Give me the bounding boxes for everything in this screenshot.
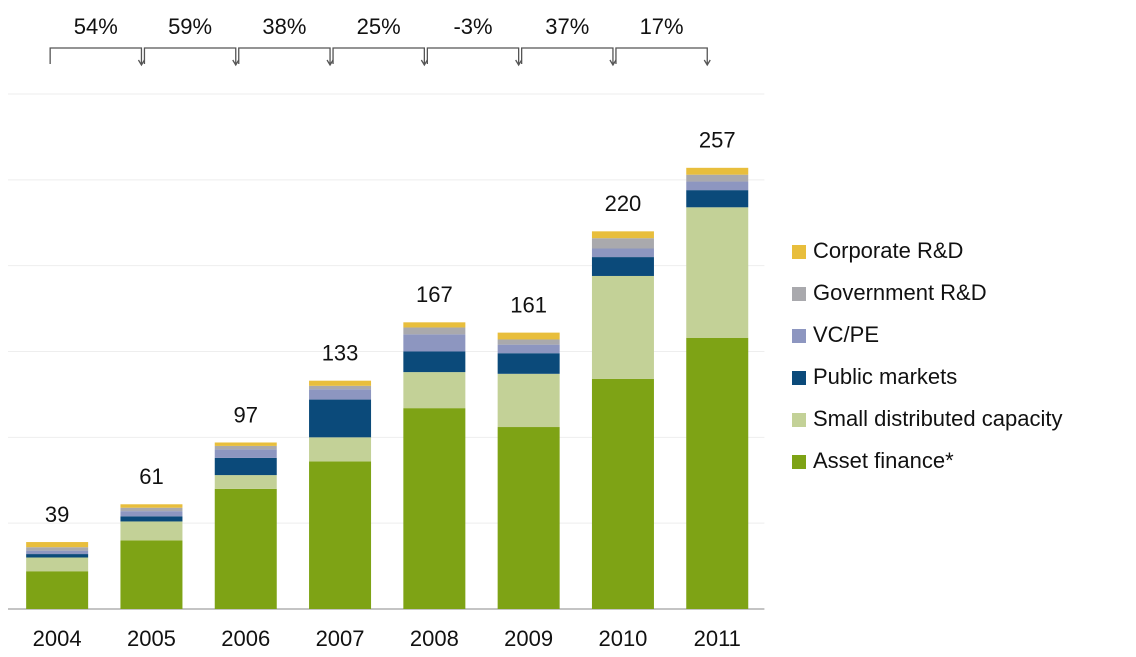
bar-segment [309,389,372,400]
x-tick-label: 2004 [33,626,82,651]
bar-segment [591,248,654,258]
bar-segment [26,557,89,572]
growth-bracket [426,47,523,67]
bar-segment [591,257,654,276]
total-label: 257 [699,128,736,153]
bar-segment [403,327,466,335]
bar-segment [214,449,277,458]
bar-segment [403,351,466,373]
bar-segment [686,174,749,182]
bar-segment [120,511,183,517]
bar-segment [309,399,372,438]
total-label: 220 [605,191,642,216]
x-tick-label: 2008 [410,626,459,651]
growth-bracket [332,47,428,67]
growth-label: -3% [453,14,492,39]
bar-segment [497,344,560,354]
growth-bracket [615,47,711,67]
bar-segment [26,550,89,555]
x-tick-label: 2007 [316,626,365,651]
bar-segment [591,378,654,609]
legend-swatch [792,413,806,427]
bar-segment [403,408,466,609]
growth-label: 38% [262,14,306,39]
bar-segment [686,190,749,208]
bar-segment [497,339,560,345]
bar-segment [309,461,372,609]
bar-segment [403,372,466,409]
growth-label: 37% [545,14,589,39]
bar-segment [686,337,749,609]
growth-label: 25% [357,14,401,39]
legend-swatch [792,329,806,343]
bar-segment [120,507,183,512]
x-tick-label: 2009 [504,626,553,651]
x-tick-label: 2011 [694,626,741,651]
bar-segment [214,475,277,489]
bar-segment [591,231,654,239]
legend-label: Corporate R&D [813,238,963,263]
bar-segment [214,457,277,476]
growth-label: 59% [168,14,212,39]
bar-segment [497,373,560,428]
bar-segment [120,521,183,541]
bar-segment [26,542,89,548]
total-label: 167 [416,282,453,307]
bar-segment [686,181,749,191]
x-tick-label: 2006 [221,626,270,651]
total-label: 161 [510,292,547,317]
legend-swatch [792,287,806,301]
bar-segment [26,571,89,609]
legend-swatch [792,371,806,385]
bar-segment [309,380,372,386]
bar-segment [120,516,183,522]
bar-segment [120,504,183,508]
legend-swatch [792,455,806,469]
growth-label: 54% [74,14,118,39]
x-tick-label: 2010 [598,626,647,651]
bar-segment [214,442,277,446]
bar-segment [591,238,654,249]
growth-bracket [143,47,240,67]
bar-segment [120,540,183,609]
legend-label: VC/PE [813,322,879,347]
bar-segment [403,322,466,328]
total-label: 133 [322,340,359,365]
total-label: 61 [139,464,163,489]
bar-segment [309,437,372,462]
bar-segment [26,547,89,551]
bar-segment [591,275,654,379]
legend-swatch [792,245,806,259]
legend-label: Government R&D [813,280,987,305]
bar-segment [214,488,277,609]
x-tick-label: 2005 [127,626,176,651]
bar-segment [26,554,89,558]
legend-label: Asset finance* [813,448,954,473]
growth-bracket [49,47,146,67]
total-label: 39 [45,502,69,527]
legend-label: Small distributed capacity [813,406,1062,431]
bar-segment [497,332,560,340]
bar-segment [497,353,560,374]
growth-label: 17% [640,14,684,39]
bar-segment [686,207,749,338]
total-label: 97 [234,402,258,427]
bar-segment [403,334,466,352]
bar-segment [309,385,372,390]
growth-bracket [238,47,334,67]
bar-segment [497,427,560,609]
growth-bracket [521,47,617,67]
bar-segment [214,445,277,450]
legend-label: Public markets [813,364,957,389]
bar-segment [686,167,749,175]
